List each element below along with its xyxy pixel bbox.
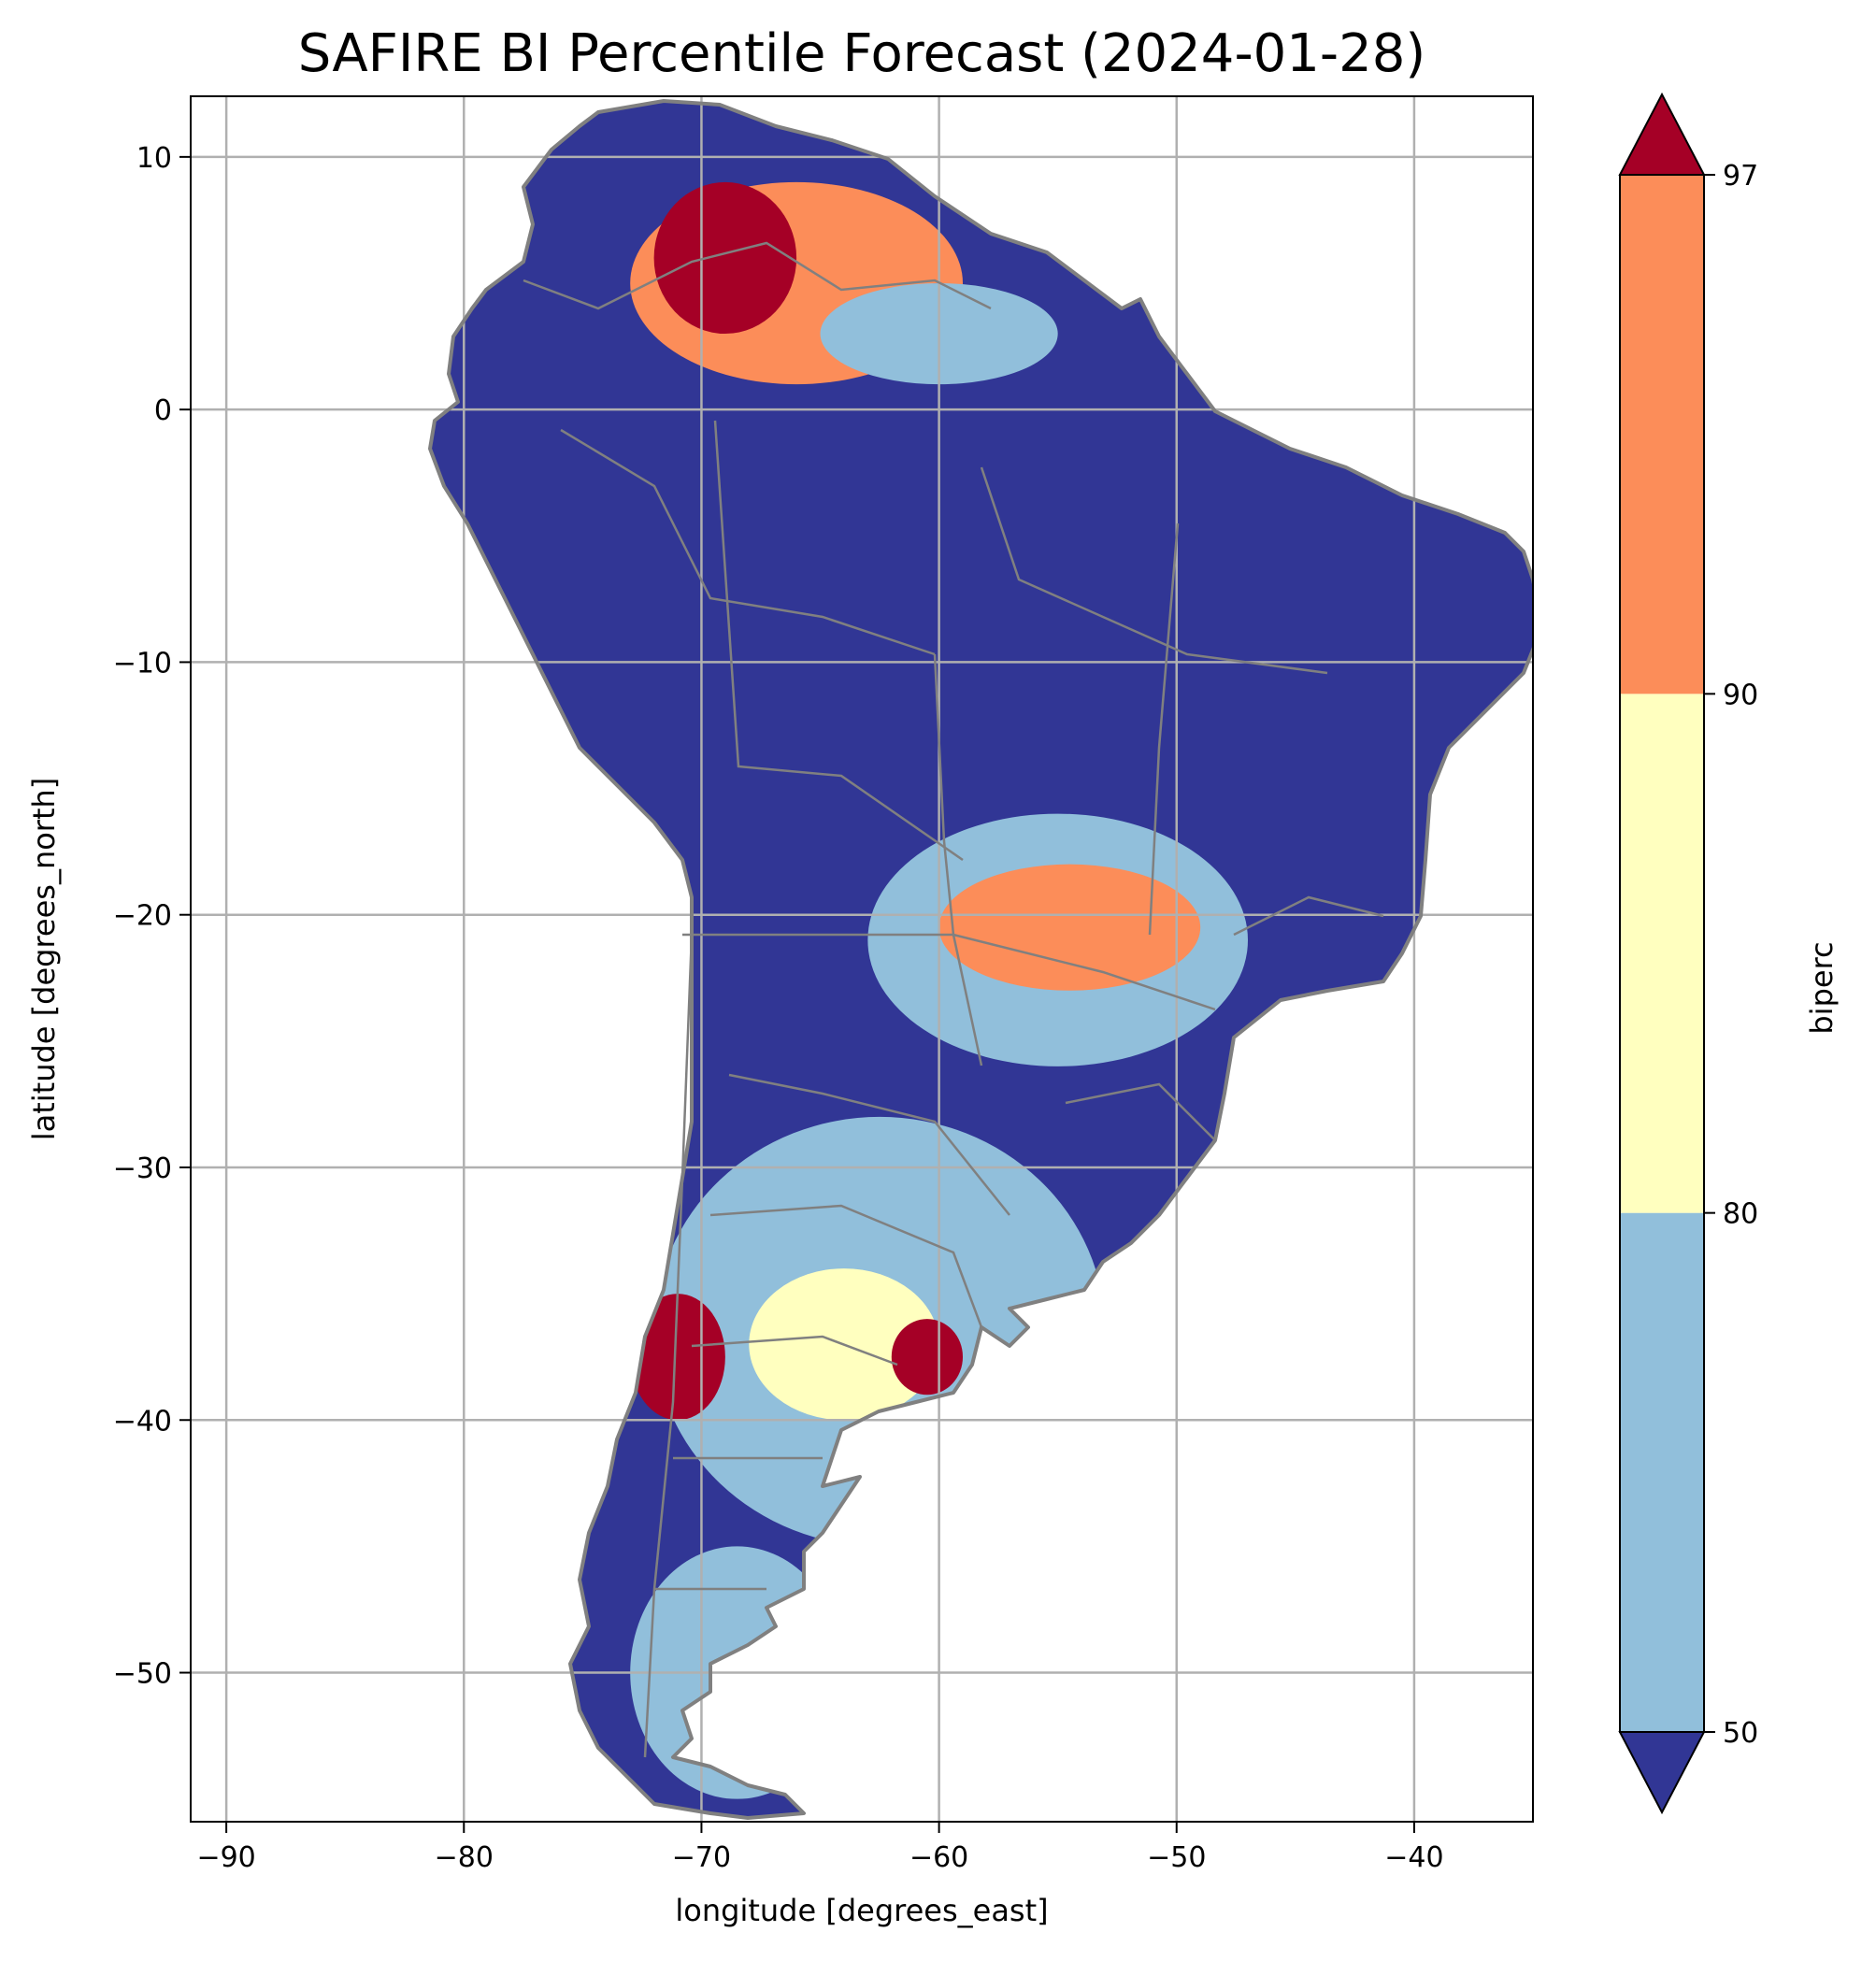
region-above_97	[653, 181, 797, 335]
y-tick-label: 0	[154, 394, 172, 427]
border-line	[560, 428, 936, 656]
border-line	[523, 241, 992, 310]
colorbar-bin	[1620, 694, 1704, 1213]
colorbar-tick-label: 97	[1723, 160, 1758, 193]
y-axis-label: latitude [degrees_north]	[26, 778, 62, 1141]
x-tick-label: −90	[196, 1841, 255, 1874]
border-line	[933, 653, 983, 1066]
x-tick-label: −60	[909, 1841, 968, 1874]
x-axis-label: longitude [degrees_east]	[675, 1893, 1048, 1928]
axes-frame	[190, 95, 1534, 1823]
y-tick-label: −50	[113, 1658, 172, 1691]
admin-borders	[523, 241, 1384, 1758]
y-tick-label: −40	[113, 1405, 172, 1438]
border-line	[643, 934, 694, 1758]
border-line	[1233, 895, 1384, 937]
x-tick-label: −80	[435, 1841, 494, 1874]
border-line	[691, 1335, 898, 1367]
colorbar-bin	[1620, 175, 1704, 694]
region-above_97	[891, 1319, 964, 1395]
y-tick-label: −10	[113, 647, 172, 680]
x-tick-label: −40	[1384, 1841, 1443, 1874]
colorbar-tick-label: 80	[1723, 1198, 1758, 1231]
colorbar-bin	[1620, 1212, 1704, 1732]
region-90_97	[938, 864, 1201, 991]
border-line	[980, 466, 1328, 675]
border-line	[1065, 1082, 1216, 1141]
border-line	[728, 1073, 1010, 1216]
border-line	[713, 420, 964, 862]
colorbar-tick-label: 90	[1723, 679, 1758, 711]
border-line	[709, 1204, 983, 1328]
y-tick-label: −30	[113, 1152, 172, 1185]
colorbar-tick-label: 50	[1723, 1717, 1758, 1750]
border-line	[682, 933, 1216, 1011]
colorbar-frame	[1619, 174, 1705, 1733]
y-tick-label: −20	[113, 900, 172, 933]
map-axes	[191, 96, 1533, 1822]
x-tick-label: −50	[1147, 1841, 1206, 1874]
gridlines	[191, 96, 1533, 1822]
y-axis: 10 0 −10 −20 −30 −40 −50	[113, 142, 191, 1691]
colorbar: 50 80 90 97	[1618, 92, 1758, 1815]
chart-title: SAFIRE BI Percentile Forecast (2024-01-2…	[298, 23, 1425, 84]
y-tick-label: 10	[136, 142, 172, 175]
colorbar-label: biperc	[1804, 941, 1840, 1034]
x-tick-label: −70	[672, 1841, 731, 1874]
x-axis: −90 −80 −70 −60 −50 −40	[196, 1822, 1444, 1874]
border-line	[1148, 522, 1180, 936]
